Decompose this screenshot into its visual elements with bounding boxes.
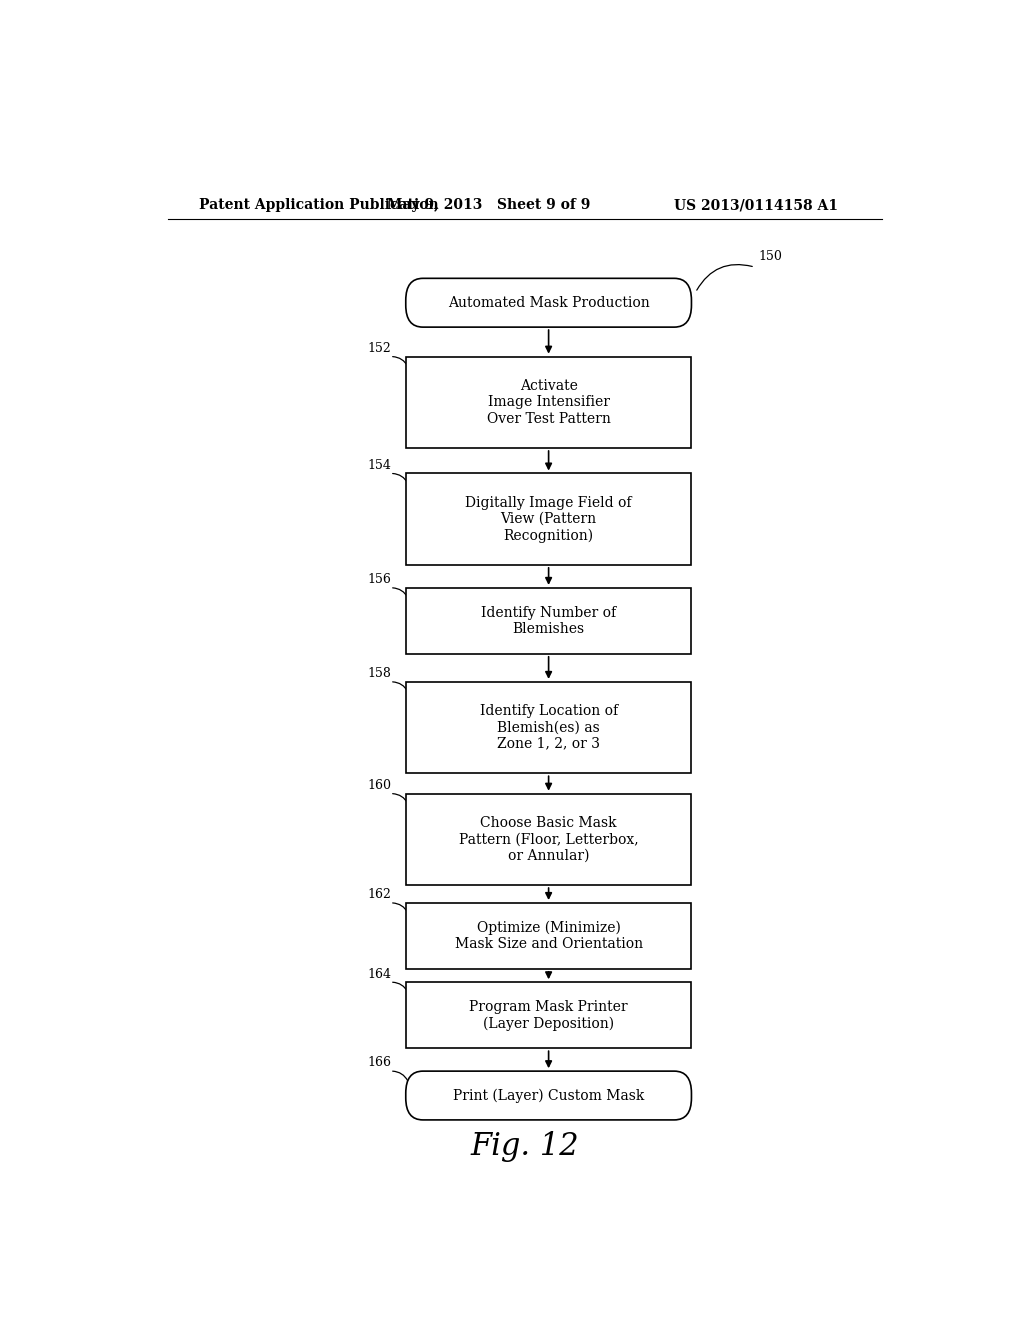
FancyBboxPatch shape	[406, 279, 691, 327]
Text: 164: 164	[368, 968, 391, 981]
Text: 156: 156	[368, 573, 391, 586]
Bar	[406, 587, 691, 653]
Text: Activate
Image Intensifier
Over Test Pattern: Activate Image Intensifier Over Test Pat…	[486, 379, 610, 425]
Text: Automated Mask Production: Automated Mask Production	[447, 296, 649, 310]
Text: Choose Basic Mask
Pattern (Floor, Letterbox,
or Annular): Choose Basic Mask Pattern (Floor, Letter…	[459, 816, 638, 862]
Text: Identify Number of
Blemishes: Identify Number of Blemishes	[481, 606, 616, 636]
Bar	[406, 682, 691, 774]
Text: May 9, 2013   Sheet 9 of 9: May 9, 2013 Sheet 9 of 9	[387, 198, 591, 213]
Text: 150: 150	[759, 251, 782, 264]
Text: Identify Location of
Blemish(es) as
Zone 1, 2, or 3: Identify Location of Blemish(es) as Zone…	[479, 705, 617, 751]
Text: 158: 158	[368, 667, 391, 680]
Text: US 2013/0114158 A1: US 2013/0114158 A1	[674, 198, 839, 213]
Text: Patent Application Publication: Patent Application Publication	[200, 198, 439, 213]
Bar	[406, 474, 691, 565]
Bar	[406, 793, 691, 886]
Text: 166: 166	[368, 1056, 391, 1069]
Text: Optimize (Minimize)
Mask Size and Orientation: Optimize (Minimize) Mask Size and Orient…	[455, 920, 643, 952]
Text: 154: 154	[368, 459, 391, 471]
Text: 162: 162	[368, 888, 391, 902]
FancyBboxPatch shape	[406, 1071, 691, 1119]
Text: Program Mask Printer
(Layer Deposition): Program Mask Printer (Layer Deposition)	[469, 999, 628, 1031]
Bar	[406, 903, 691, 969]
Text: Fig. 12: Fig. 12	[470, 1131, 580, 1162]
Bar	[406, 356, 691, 447]
Text: 160: 160	[368, 779, 391, 792]
Text: 152: 152	[368, 342, 391, 355]
Text: Digitally Image Field of
View (Pattern
Recognition): Digitally Image Field of View (Pattern R…	[465, 496, 632, 543]
Text: Print (Layer) Custom Mask: Print (Layer) Custom Mask	[453, 1088, 644, 1102]
Bar	[406, 982, 691, 1048]
